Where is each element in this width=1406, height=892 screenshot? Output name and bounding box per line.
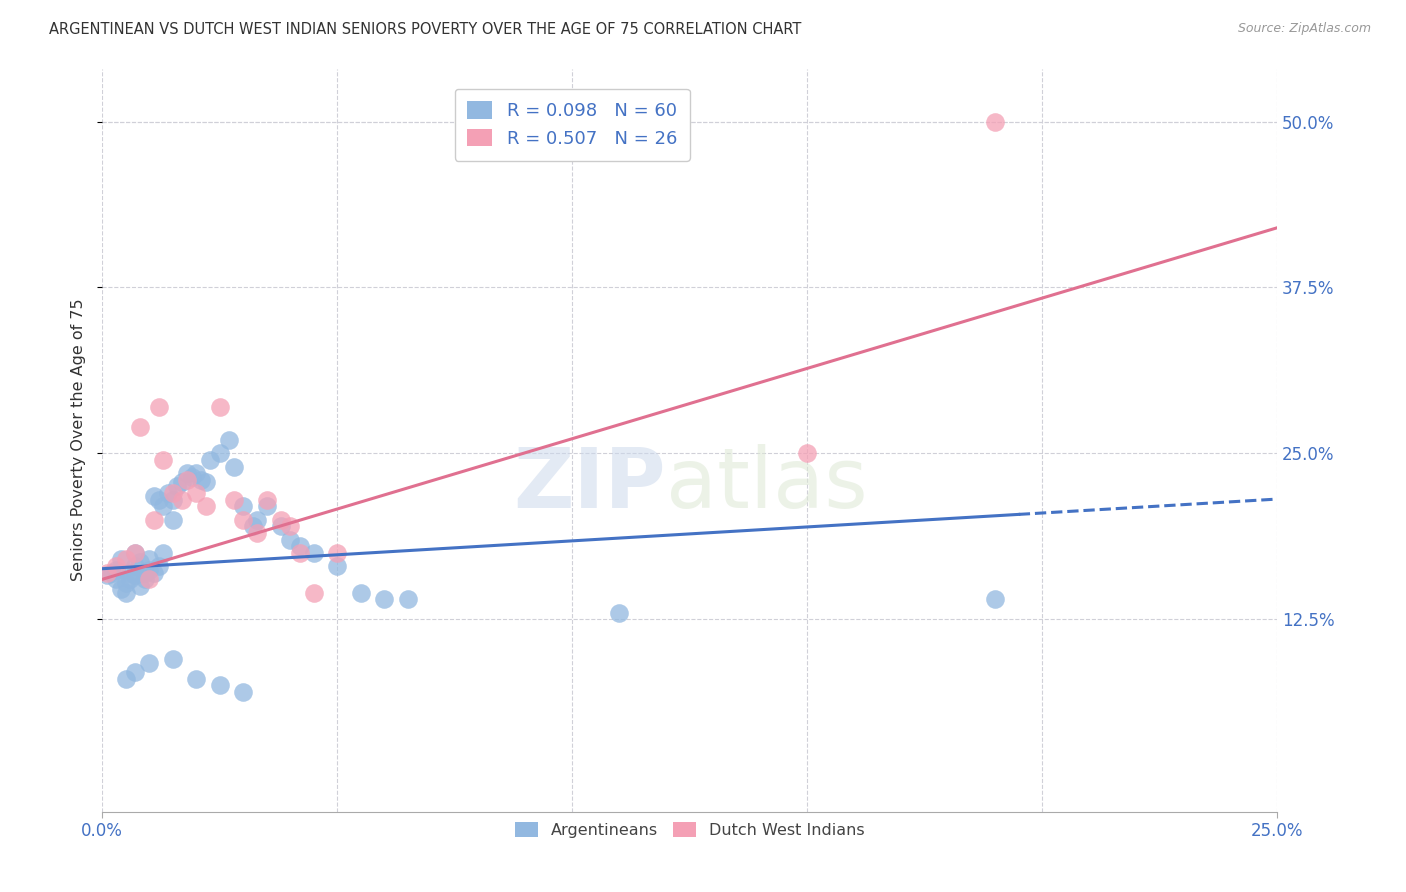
Text: Source: ZipAtlas.com: Source: ZipAtlas.com	[1237, 22, 1371, 36]
Text: atlas: atlas	[666, 444, 868, 525]
Point	[190, 473, 212, 487]
Point	[302, 585, 325, 599]
Point	[176, 466, 198, 480]
Point	[162, 652, 184, 666]
Point	[96, 568, 118, 582]
Point	[114, 672, 136, 686]
Point	[984, 114, 1007, 128]
Point	[152, 500, 174, 514]
Point	[114, 552, 136, 566]
Point	[162, 492, 184, 507]
Point	[152, 546, 174, 560]
Point	[242, 519, 264, 533]
Point	[124, 665, 146, 680]
Point	[208, 446, 231, 460]
Point	[162, 486, 184, 500]
Point	[128, 419, 150, 434]
Point	[148, 400, 170, 414]
Point	[100, 566, 122, 580]
Point	[278, 533, 301, 547]
Point	[124, 568, 146, 582]
Point	[350, 585, 373, 599]
Point	[138, 656, 160, 670]
Point	[124, 546, 146, 560]
Point	[120, 572, 142, 586]
Point	[138, 563, 160, 577]
Point	[148, 559, 170, 574]
Point	[984, 592, 1007, 607]
Point	[142, 489, 165, 503]
Point	[105, 572, 128, 586]
Point	[232, 513, 254, 527]
Point	[302, 546, 325, 560]
Text: ARGENTINEAN VS DUTCH WEST INDIAN SENIORS POVERTY OVER THE AGE OF 75 CORRELATION : ARGENTINEAN VS DUTCH WEST INDIAN SENIORS…	[49, 22, 801, 37]
Point	[128, 579, 150, 593]
Y-axis label: Seniors Poverty Over the Age of 75: Seniors Poverty Over the Age of 75	[72, 299, 86, 582]
Point	[326, 546, 349, 560]
Point	[134, 566, 156, 580]
Point	[288, 539, 311, 553]
Point	[232, 685, 254, 699]
Point	[607, 606, 630, 620]
Point	[194, 475, 217, 490]
Point	[114, 576, 136, 591]
Point	[278, 519, 301, 533]
Point	[138, 572, 160, 586]
Point	[270, 513, 292, 527]
Point	[246, 525, 269, 540]
Point	[180, 470, 202, 484]
Point	[232, 500, 254, 514]
Point	[134, 572, 156, 586]
Point	[186, 466, 208, 480]
Point	[96, 566, 118, 580]
Point	[120, 566, 142, 580]
Point	[218, 433, 240, 447]
Point	[256, 500, 278, 514]
Point	[148, 492, 170, 507]
Point	[124, 546, 146, 560]
Point	[186, 672, 208, 686]
Point	[396, 592, 419, 607]
Point	[270, 519, 292, 533]
Point	[186, 486, 208, 500]
Point	[256, 492, 278, 507]
Point	[373, 592, 395, 607]
Point	[200, 453, 222, 467]
Point	[172, 492, 194, 507]
Legend: Argentineans, Dutch West Indians: Argentineans, Dutch West Indians	[509, 815, 870, 845]
Point	[142, 513, 165, 527]
Point	[208, 678, 231, 692]
Point	[114, 585, 136, 599]
Point	[326, 559, 349, 574]
Point	[796, 446, 818, 460]
Point	[208, 400, 231, 414]
Point	[288, 546, 311, 560]
Point	[194, 500, 217, 514]
Point	[222, 459, 245, 474]
Point	[124, 559, 146, 574]
Point	[105, 559, 128, 574]
Point	[176, 473, 198, 487]
Point	[152, 453, 174, 467]
Point	[246, 513, 269, 527]
Point	[110, 582, 132, 596]
Point	[138, 552, 160, 566]
Point	[166, 479, 188, 493]
Point	[128, 555, 150, 569]
Point	[156, 486, 179, 500]
Point	[110, 552, 132, 566]
Text: ZIP: ZIP	[513, 444, 666, 525]
Point	[222, 492, 245, 507]
Point	[142, 566, 165, 580]
Point	[172, 475, 194, 490]
Point	[162, 513, 184, 527]
Point	[105, 563, 128, 577]
